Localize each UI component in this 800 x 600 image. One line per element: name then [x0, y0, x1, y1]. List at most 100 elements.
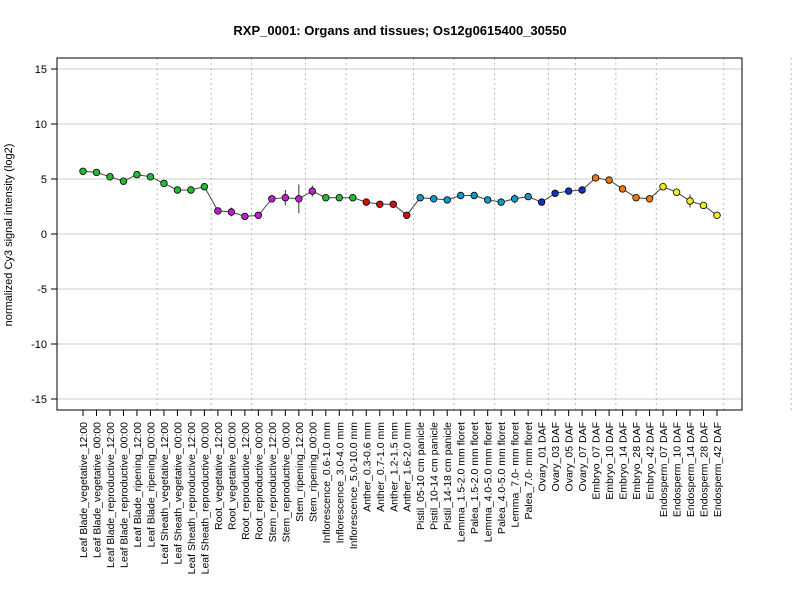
data-point — [241, 212, 249, 221]
x-tick-label: Lemma_4.0-5.0 mm floret — [483, 422, 495, 542]
data-point — [430, 195, 438, 203]
x-tick-label: Endosperm_28 DAF — [699, 422, 711, 517]
data-point — [578, 186, 586, 194]
x-tick-label: Leaf Blade_ripening_12:00 — [132, 422, 144, 548]
y-tick-label: 15 — [35, 64, 47, 76]
data-point — [227, 208, 236, 216]
x-tick-label: Pistil_10-14 cm panicle — [429, 422, 441, 530]
data-point — [308, 187, 317, 195]
x-tick-label: Embryo_14 DAF — [618, 422, 630, 500]
data-point — [672, 188, 681, 196]
data-point — [510, 195, 519, 203]
data-point — [645, 195, 654, 203]
data-point — [133, 170, 141, 179]
x-tick-label: Leaf Sheath_vegetative_12:00 — [159, 422, 171, 565]
x-tick-label: Stem_reproductive_12:00 — [267, 422, 279, 542]
data-point — [187, 186, 195, 194]
data-point — [362, 198, 370, 206]
data-point — [214, 207, 222, 215]
data-point — [281, 193, 290, 202]
x-tick-label: Endosperm_10 DAF — [672, 422, 684, 517]
data-point — [79, 167, 87, 175]
data-point — [92, 168, 101, 177]
data-point — [295, 195, 303, 203]
x-tick-label: Root_reproductive_00:00 — [253, 422, 265, 540]
x-tick-label: Pistil_05-10 cm panicle — [415, 422, 427, 530]
y-tick-label: 10 — [35, 119, 47, 131]
data-point — [699, 201, 708, 210]
x-tick-label: Embryo_28 DAF — [631, 422, 643, 500]
x-tick-label: Root_reproductive_12:00 — [240, 422, 252, 540]
x-tick-label: Endosperm_14 DAF — [685, 422, 697, 517]
data-point — [457, 191, 465, 200]
x-tick-label: Root_vegetative_00:00 — [226, 422, 238, 530]
x-tick-label: Stem_ripening_12:00 — [294, 422, 306, 522]
x-tick-label: Palea_1.5-2.0 mm floret — [469, 422, 481, 534]
x-tick-label: Endosperm_42 DAF — [712, 422, 724, 517]
data-point — [146, 173, 155, 181]
x-tick-label: Leaf Blade_vegetative_12:00 — [78, 422, 90, 558]
x-tick-label: Inflorescence_3.0-4.0 mm — [334, 422, 346, 544]
data-point — [389, 200, 397, 208]
x-tick-label: Inflorescence_5.0-10.0 mm — [348, 422, 360, 549]
x-tick-label: Root_vegetative_12:00 — [213, 422, 225, 530]
x-tick-label: Ovary_05 DAF — [564, 422, 576, 491]
x-tick-label: Leaf Sheath_vegetative_00:00 — [172, 422, 184, 565]
data-point — [524, 192, 532, 201]
x-tick-label: Stem_reproductive_00:00 — [280, 422, 292, 542]
data-point — [416, 193, 424, 202]
y-axis-label: normalized Cy3 signal intensity (log2) — [3, 144, 15, 327]
x-tick-label: Leaf Sheath_reproductive_00:00 — [199, 422, 211, 575]
data-point — [403, 211, 411, 219]
x-tick-label: Embryo_42 DAF — [645, 422, 657, 500]
data-point — [618, 185, 627, 193]
x-tick-label: Ovary_07 DAF — [577, 422, 589, 491]
x-tick-label: Anther_0.7-1.0 mm — [375, 422, 387, 512]
chart-title: RXP_0001: Organs and tissues; Os12g06154… — [233, 23, 566, 38]
data-point — [497, 198, 505, 206]
data-point — [537, 198, 546, 206]
x-tick-label: Palea_4.0-5.0 mm floret — [496, 422, 508, 534]
x-tick-label: Palea_7.0- mm floret — [523, 422, 535, 520]
x-tick-label: Ovary_03 DAF — [550, 422, 562, 491]
x-tick-label: Leaf Blade_ripening_00:00 — [145, 422, 157, 548]
x-tick-label: Endosperm_07 DAF — [658, 422, 670, 517]
data-point — [551, 189, 559, 197]
x-tick-label: Stem_ripening_00:00 — [307, 422, 319, 522]
data-point — [173, 186, 182, 194]
data-point — [659, 182, 667, 191]
x-tick-label: Ovary_01 DAF — [537, 422, 549, 491]
x-tick-label: Anther_0.3-0.6 mm — [361, 422, 373, 512]
data-point — [470, 191, 478, 200]
data-point — [686, 197, 694, 205]
x-tick-label: Embryo_07 DAF — [591, 422, 603, 500]
x-tick-label: Pistil_14-18 cm panicle — [442, 422, 454, 530]
y-tick-label: -15 — [31, 394, 47, 406]
x-tick-label: Anther_1.2-1.5 mm — [388, 422, 400, 512]
data-point — [200, 182, 209, 191]
data-point — [713, 211, 721, 219]
data-point — [160, 179, 168, 188]
data-point — [254, 211, 263, 219]
x-tick-label: Inflorescence_0.6-1.0 mm — [321, 422, 333, 544]
plot-area: -15 -10 -5 0 5 10 15 Leaf Blade_vegetative_12:0… — [31, 57, 792, 575]
x-tick-label: Anther_1.6-2.0 mm — [402, 422, 414, 512]
data-point — [268, 195, 276, 203]
data-point — [322, 193, 330, 202]
data-point — [605, 176, 613, 184]
y-tick-label: 5 — [41, 174, 47, 186]
data-point — [632, 193, 640, 202]
data-point — [483, 196, 492, 204]
y-tick-label: -10 — [31, 339, 47, 351]
x-tick-label: Leaf Blade_vegetative_00:00 — [91, 422, 103, 558]
y-tick-label: 0 — [41, 229, 47, 241]
data-point — [335, 193, 343, 202]
data-point — [106, 173, 114, 181]
series-line — [82, 170, 718, 217]
data-point — [443, 196, 451, 204]
data-point — [349, 193, 357, 202]
data-point — [564, 187, 573, 195]
x-tick-label: Lemma_7.0- mm floret — [510, 422, 522, 528]
y-tick-label: -5 — [37, 284, 47, 296]
